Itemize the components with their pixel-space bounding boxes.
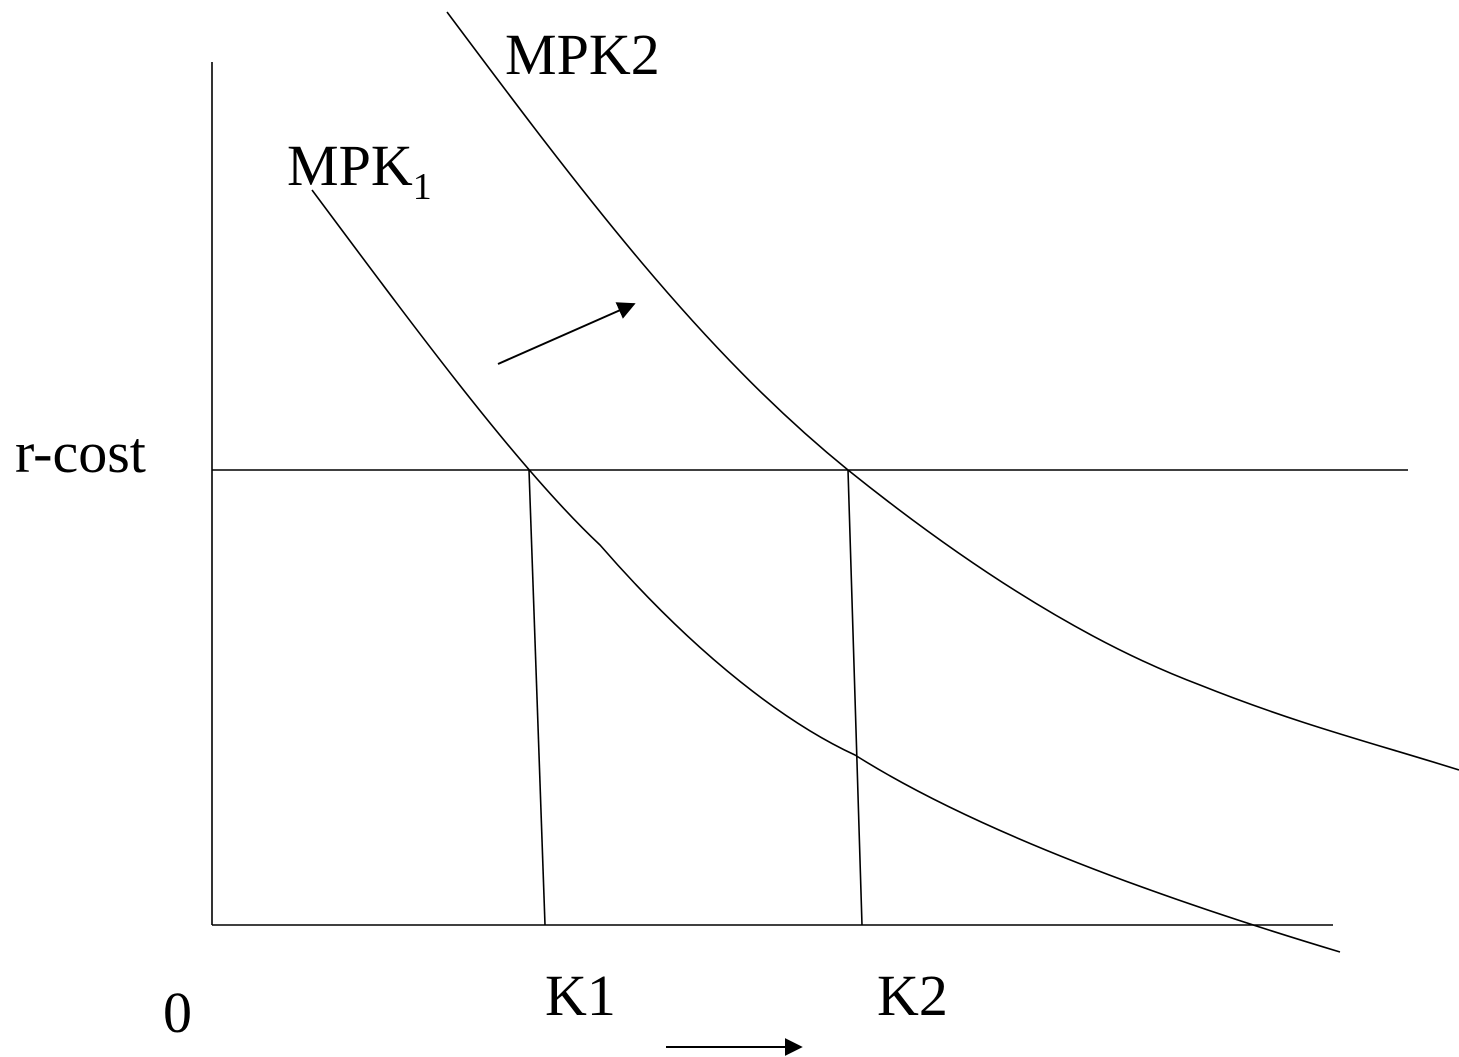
mpk1-label-main: MPK [287, 133, 413, 198]
mpk1-label-subscript: 1 [413, 166, 432, 208]
r-cost-label: r-cost [15, 420, 146, 485]
mpk2-curve [446, 11, 1459, 771]
mpk2-label: MPK2 [505, 22, 660, 87]
origin-label: 0 [163, 980, 192, 1045]
mpk1-curve [311, 189, 1341, 953]
shift-arrow [497, 302, 636, 365]
k1-drop-line [528, 469, 546, 926]
k2-drop-line [847, 469, 863, 926]
k2-label: K2 [877, 963, 948, 1028]
mpk1-label: MPK1 [287, 133, 432, 208]
k1-label: K1 [545, 963, 616, 1028]
